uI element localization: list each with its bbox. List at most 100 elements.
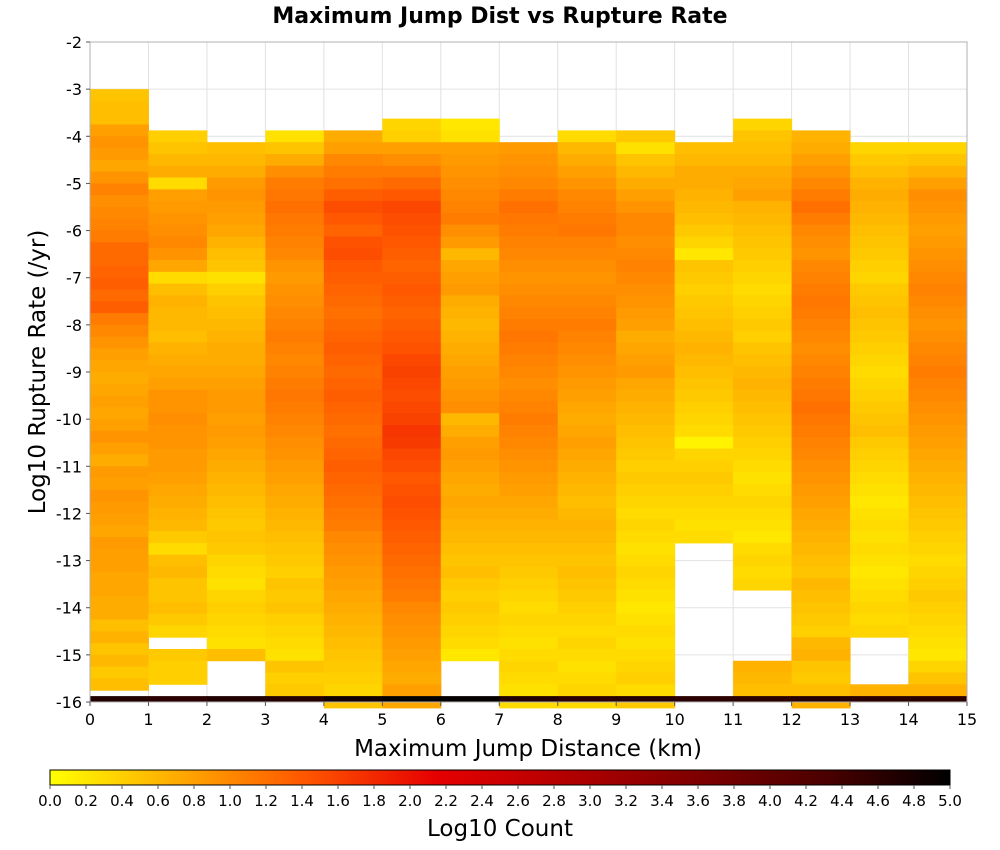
heatmap-cell — [850, 271, 910, 285]
heatmap-cell — [733, 366, 793, 379]
heatmap-cell — [206, 483, 266, 497]
heatmap-cell — [557, 625, 617, 638]
heatmap-cell — [908, 201, 968, 214]
heatmap-cell — [90, 501, 149, 514]
heatmap-cell — [90, 678, 149, 691]
heatmap-cell — [265, 660, 325, 674]
heatmap-cell — [674, 248, 734, 261]
heatmap-cell — [440, 531, 500, 544]
heatmap-cell — [499, 660, 559, 674]
colorbar-tick-label: 0.6 — [146, 792, 170, 810]
heatmap-cell — [557, 189, 617, 202]
heatmap-cell — [791, 413, 851, 426]
heatmap-cell — [499, 366, 559, 379]
heatmap-cell — [908, 413, 968, 426]
heatmap-cell — [791, 401, 851, 414]
heatmap-cell — [557, 307, 617, 320]
heatmap-cell — [323, 648, 383, 662]
heatmap-cell — [90, 277, 149, 290]
heatmap-cell — [382, 201, 442, 214]
heatmap-cell — [674, 531, 734, 544]
heatmap-cell — [90, 372, 149, 385]
heatmap-cell — [90, 454, 149, 467]
heatmap-cell-bottom — [323, 696, 383, 702]
heatmap-cell — [616, 248, 676, 261]
heatmap-cell — [674, 366, 734, 379]
heatmap-cell — [90, 560, 149, 573]
heatmap-cell — [265, 613, 325, 626]
heatmap-cell — [557, 130, 617, 143]
heatmap-cell — [557, 613, 617, 626]
heatmap-cell — [323, 130, 383, 143]
heatmap-cell — [440, 401, 500, 414]
heatmap-cell — [382, 401, 442, 414]
heatmap-cell — [850, 295, 910, 308]
x-tick-label: 7 — [494, 710, 504, 729]
heatmap-cell — [206, 236, 266, 249]
heatmap-cell — [440, 236, 500, 249]
heatmap-cell — [148, 330, 208, 344]
heatmap-cell — [733, 425, 793, 438]
heatmap-cell — [440, 436, 500, 450]
heatmap-cell — [908, 613, 968, 626]
heatmap-cell — [90, 230, 149, 243]
heatmap-cell — [90, 643, 149, 656]
heatmap-cell — [440, 413, 500, 426]
heatmap-cell — [382, 578, 442, 591]
heatmap-cell — [265, 672, 325, 685]
heatmap-cell — [908, 495, 968, 509]
heatmap-cell — [616, 554, 676, 567]
heatmap-cell — [499, 613, 559, 626]
heatmap-cell — [850, 590, 910, 603]
heatmap-cell — [382, 354, 442, 367]
heatmap-cell — [616, 212, 676, 226]
heatmap-cell — [557, 142, 617, 155]
heatmap-cell — [908, 472, 968, 485]
heatmap-cell — [850, 542, 910, 556]
heatmap-cell — [323, 684, 383, 697]
heatmap-cell — [265, 318, 325, 332]
heatmap-cell — [908, 483, 968, 497]
heatmap-cell — [908, 366, 968, 379]
heatmap-cell — [382, 118, 442, 131]
heatmap-cell — [499, 307, 559, 320]
heatmap-cell — [733, 495, 793, 509]
x-tick-label: 8 — [553, 710, 563, 729]
heatmap-cell — [674, 307, 734, 320]
heatmap-cell — [440, 177, 500, 190]
heatmap-cell — [557, 531, 617, 544]
heatmap-cell — [557, 236, 617, 249]
heatmap-cell — [616, 330, 676, 344]
heatmap-cell — [499, 531, 559, 544]
heatmap-cell — [90, 548, 149, 562]
heatmap-cell-bottom — [674, 696, 734, 702]
heatmap-cell — [557, 177, 617, 190]
colorbar-tick-label: 2.0 — [398, 792, 422, 810]
heatmap-cell — [382, 366, 442, 379]
heatmap-cell — [674, 165, 734, 179]
heatmap-cell — [90, 407, 149, 420]
heatmap-cell — [323, 354, 383, 367]
heatmap-cell — [850, 472, 910, 485]
heatmap-cell — [265, 389, 325, 402]
heatmap-cell — [733, 483, 793, 497]
heatmap-cell — [674, 425, 734, 438]
heatmap-cell — [265, 354, 325, 367]
heatmap-cell — [90, 112, 149, 125]
heatmap-cell — [733, 472, 793, 485]
y-tick-label: -5 — [66, 174, 82, 193]
heatmap-cell — [908, 236, 968, 249]
heatmap-cell — [90, 654, 149, 668]
heatmap-cell — [557, 590, 617, 603]
heatmap-cell — [850, 142, 910, 155]
heatmap-cell — [499, 283, 559, 296]
heatmap-cell — [791, 153, 851, 167]
heatmap-cell — [791, 389, 851, 402]
heatmap-cell — [733, 507, 793, 520]
heatmap-cell — [440, 448, 500, 461]
heatmap-cell — [791, 212, 851, 226]
heatmap-cell — [674, 342, 734, 355]
heatmap-cell — [323, 578, 383, 591]
heatmap-cell — [791, 201, 851, 214]
colorbar-tick-label: 3.4 — [650, 792, 674, 810]
